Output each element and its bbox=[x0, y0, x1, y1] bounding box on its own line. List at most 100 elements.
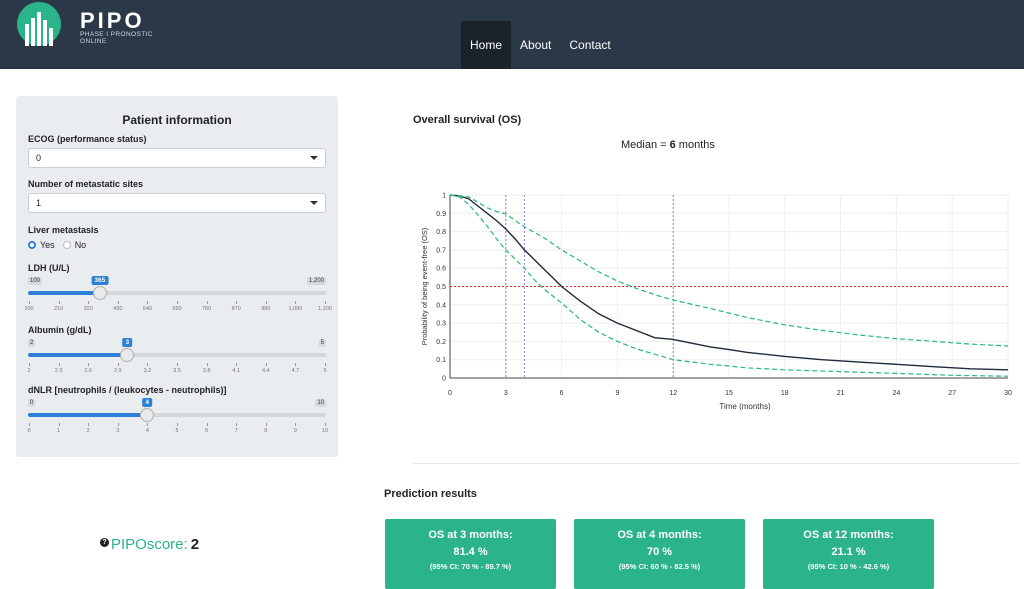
slider-tick-label: 980 bbox=[261, 306, 271, 312]
slider-tick bbox=[236, 301, 238, 304]
slider-ticks: 0 1 2 3 4 5 6 7 8 9 10 bbox=[27, 423, 328, 435]
card-heading: OS at 3 months: bbox=[428, 529, 513, 541]
slider-tick-label: 430 bbox=[113, 306, 123, 312]
survival-chart: 0 3 6 9 12 15 18 21 24 27 30 0 0.1 0.2 0.3 0.4 0.5 0.6 0.7… bbox=[420, 193, 1012, 412]
slider-value-label: 365 bbox=[91, 276, 109, 285]
slider-max-label: 10 bbox=[315, 399, 326, 407]
nav-contact[interactable]: Contact bbox=[569, 38, 611, 52]
slider-track[interactable] bbox=[28, 353, 326, 357]
slider-min-label: 2 bbox=[28, 339, 36, 347]
y-axis-label: Probability of being event-free (OS) bbox=[420, 227, 429, 345]
x-tick-label: 18 bbox=[781, 390, 789, 397]
slider-tick bbox=[265, 363, 267, 366]
slider-fill bbox=[28, 353, 128, 357]
median-prefix: Median = bbox=[621, 139, 670, 151]
slider-handle[interactable] bbox=[92, 286, 107, 300]
slider-tick-label: 320 bbox=[83, 306, 93, 312]
slider-tick-label: 5 bbox=[175, 428, 179, 434]
slider-tick-label: 9 bbox=[293, 428, 297, 434]
slider-track[interactable] bbox=[28, 413, 326, 417]
slider-tick bbox=[177, 301, 178, 304]
ldh-slider[interactable]: 100 1,200 365 100 210 320 430 540 650 760 870 980 1,… bbox=[24, 276, 332, 317]
card-heading: OS at 12 months: bbox=[803, 529, 894, 541]
slider-max-label: 5 bbox=[318, 339, 326, 347]
y-tick-label: 0.8 bbox=[436, 229, 446, 236]
slider-tick bbox=[58, 423, 60, 426]
chart-title: Overall survival (OS) bbox=[413, 114, 522, 126]
card-ci: (95% CI: 60 % - 82.5 %) bbox=[618, 562, 701, 571]
confidence-band-line bbox=[449, 194, 1009, 377]
nav-about[interactable]: About bbox=[520, 38, 552, 52]
metastatic-sites-label: Number of metastatic sites bbox=[28, 179, 144, 189]
card-heading: OS at 4 months: bbox=[617, 529, 702, 541]
y-tick-label: 0.9 bbox=[436, 211, 446, 218]
y-tick-label: 0 bbox=[442, 376, 446, 383]
slider-tick bbox=[206, 423, 208, 426]
slider-tick bbox=[58, 363, 60, 366]
logo-icon bbox=[17, 2, 61, 46]
y-tick-label: 0.3 bbox=[436, 321, 446, 328]
slider-tick bbox=[265, 301, 267, 304]
slider-tick-label: 6 bbox=[205, 428, 209, 434]
x-axis-label: Time (months) bbox=[719, 402, 771, 411]
ecog-select[interactable]: 0 bbox=[28, 148, 326, 168]
slider-tick bbox=[29, 301, 30, 304]
slider-tick-label: 2.6 bbox=[84, 368, 93, 374]
slider-tick-label: 5 bbox=[323, 368, 327, 374]
slider-tick bbox=[295, 363, 297, 366]
median-suffix: months bbox=[675, 139, 715, 151]
slider-tick bbox=[147, 363, 149, 366]
pipo-score: ? PIPOscore: 2 bbox=[100, 536, 199, 553]
card-ci: (95% CI: 10 % - 42.6 %) bbox=[807, 562, 890, 571]
dnlr-slider[interactable]: 0 10 4 0 1 2 3 4 5 6 7 8 9 10 bbox=[27, 398, 328, 439]
albumin-slider[interactable]: 2 5 3 2 2.3 2.6 2.9 3.2 3.5 3.8 4.1 4.4 4.7 5 bbox=[27, 338, 327, 379]
slider-tick-label: 8 bbox=[264, 428, 268, 434]
caret-down-icon bbox=[310, 156, 318, 160]
slider-handle[interactable] bbox=[140, 408, 155, 422]
card-value: 70 % bbox=[646, 546, 673, 558]
nav-home[interactable]: Home bbox=[461, 21, 512, 69]
radio-no-label: No bbox=[74, 240, 87, 250]
slider-tick-label: 2.9 bbox=[113, 368, 122, 374]
slider-tick bbox=[117, 363, 119, 366]
slider-tick-label: 3.2 bbox=[143, 368, 152, 374]
median-text: Median = 6 months bbox=[621, 139, 715, 151]
slider-tick-label: 2.3 bbox=[54, 368, 63, 374]
slider-tick bbox=[236, 423, 238, 426]
x-tick-label: 9 bbox=[615, 390, 619, 397]
metastatic-sites-select[interactable]: 1 bbox=[28, 193, 326, 213]
slider-tick bbox=[29, 423, 30, 426]
card-value: 21.1 % bbox=[831, 546, 866, 558]
slider-fill bbox=[28, 413, 148, 417]
navbar: PIPO PHASE I PRONOSTIC ONLINE Home About… bbox=[0, 0, 1024, 69]
slider-tick bbox=[117, 423, 119, 426]
slider-tick-label: 1,090 bbox=[288, 306, 303, 312]
question-circle-icon[interactable]: ? bbox=[100, 538, 109, 547]
liver-radio-yes[interactable]: Yes bbox=[28, 240, 55, 250]
slider-tick-label: 0 bbox=[27, 428, 31, 434]
metastatic-sites-value: 1 bbox=[36, 198, 42, 208]
slider-tick bbox=[206, 301, 208, 304]
x-tick-label: 6 bbox=[560, 390, 564, 397]
slider-tick-label: 2 bbox=[86, 428, 90, 434]
panel-title: Patient information bbox=[122, 113, 232, 127]
slider-tick-label: 3.8 bbox=[202, 368, 211, 374]
liver-radio-group: Yes No bbox=[28, 240, 86, 250]
slider-handle[interactable] bbox=[120, 348, 135, 362]
radio-yes-label: Yes bbox=[40, 240, 55, 250]
slider-track[interactable] bbox=[28, 291, 326, 295]
slider-tick bbox=[206, 363, 208, 366]
prediction-card-4m: OS at 4 months: 70 % (95% CI: 60 % - 82.… bbox=[574, 519, 745, 589]
y-tick-label: 0.7 bbox=[436, 247, 446, 254]
caret-down-icon bbox=[310, 201, 318, 205]
prediction-title: Prediction results bbox=[384, 488, 477, 500]
liver-radio-no[interactable]: No bbox=[62, 240, 87, 250]
ecog-value: 0 bbox=[36, 153, 42, 163]
y-tick-label: 0.1 bbox=[436, 357, 446, 364]
slider-tick bbox=[58, 301, 60, 304]
x-tick-label: 27 bbox=[948, 390, 956, 397]
logo[interactable]: PIPO PHASE I PRONOSTIC ONLINE bbox=[16, 2, 166, 46]
prediction-card-12m: OS at 12 months: 21.1 % (95% CI: 10 % - … bbox=[763, 519, 934, 589]
x-tick-label: 21 bbox=[837, 390, 845, 397]
slider-tick bbox=[325, 423, 326, 426]
